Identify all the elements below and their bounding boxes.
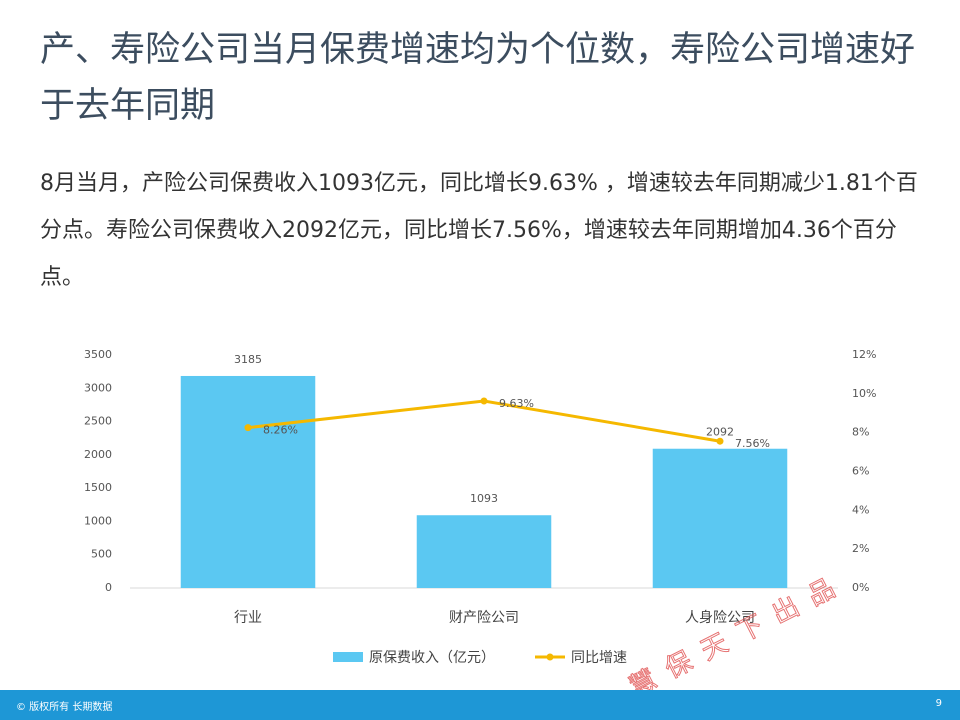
bar-value-label: 2092	[706, 426, 734, 439]
page-number: 9	[935, 698, 942, 709]
bar	[180, 375, 316, 588]
x-tick-label: 行业	[234, 610, 262, 626]
line-value-label: 9.63%	[499, 397, 534, 410]
line-point	[716, 437, 724, 445]
y-tick-label: 1000	[84, 514, 112, 527]
bar	[416, 515, 552, 588]
line	[247, 399, 721, 443]
y-tick-label: 1500	[84, 481, 112, 494]
line-point	[244, 424, 252, 432]
y2-tick-label: 0%	[852, 581, 869, 594]
copyright: © 版权所有 长期数据	[16, 702, 113, 713]
bar	[652, 448, 788, 588]
y-tick-label: 2500	[84, 415, 112, 428]
bar-value-label: 3185	[234, 353, 262, 366]
y2-tick-label: 12%	[852, 348, 876, 361]
y2-tick-label: 6%	[852, 465, 869, 478]
line-value-label: 7.56%	[735, 437, 770, 450]
y-tick-label: 3000	[84, 381, 112, 394]
legend-label: 同比增速	[571, 650, 627, 666]
y-tick-label: 500	[91, 548, 112, 561]
bar-value-label: 1093	[470, 492, 498, 505]
y2-tick-label: 4%	[852, 503, 869, 516]
y2-tick-label: 2%	[852, 542, 869, 555]
line-value-label: 8.26%	[263, 424, 298, 437]
y2-tick-label: 10%	[852, 387, 876, 400]
y-tick-label: 2000	[84, 448, 112, 461]
x-tick-label: 人身险公司	[685, 610, 755, 626]
x-tick-label: 财产险公司	[449, 610, 519, 626]
y-tick-label: 0	[105, 581, 112, 594]
paragraph: 8月当月，产险公司保费收入1093亿元，同比增长9.63% ，增速较去年同期减少…	[40, 171, 918, 290]
legend-label: 原保费收入（亿元）	[369, 650, 495, 666]
line-point	[480, 397, 488, 405]
slide-title: 产、寿险公司当月保费增速均为个位数，寿险公司增速好于去年同期	[40, 30, 916, 126]
legend-swatch	[333, 652, 363, 662]
y-tick-label: 3500	[84, 348, 112, 361]
footer: © 版权所有 长期数据 9	[0, 690, 960, 720]
y2-tick-label: 8%	[852, 426, 869, 439]
legend-swatch	[546, 653, 554, 661]
